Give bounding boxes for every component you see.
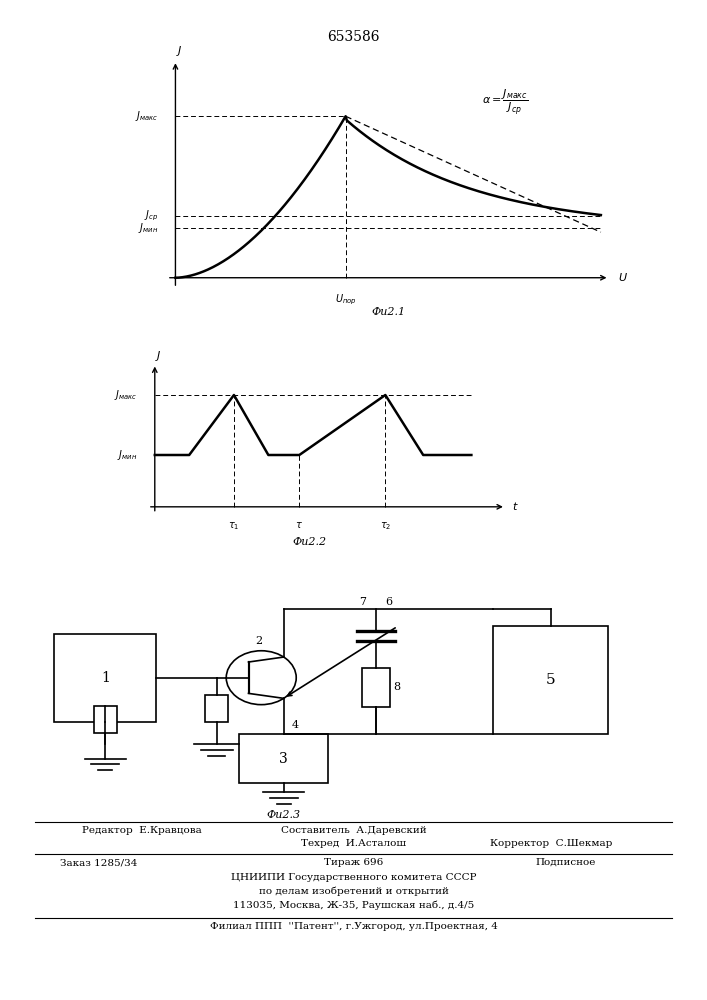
Text: Филиал ППП  ''Патент'', г.Ужгород, ул.Проектная, 4: Филиал ППП ''Патент'', г.Ужгород, ул.Про… — [209, 922, 498, 931]
Text: U: U — [618, 273, 626, 283]
Text: Фu2.1: Фu2.1 — [371, 307, 405, 317]
Text: ЦНИИПИ Государственного комитета СССР: ЦНИИПИ Государственного комитета СССР — [230, 873, 477, 882]
Text: Корректор  С.Шекмар: Корректор С.Шекмар — [490, 839, 613, 848]
Text: Фu2.2: Фu2.2 — [293, 537, 327, 547]
Text: $J_{макс}$: $J_{макс}$ — [114, 388, 138, 402]
Bar — [362, 668, 390, 707]
Text: 1: 1 — [101, 671, 110, 685]
Text: Подписное: Подписное — [535, 858, 596, 867]
Text: 113035, Москва, Ж-35, Раушская наб., д.4/5: 113035, Москва, Ж-35, Раушская наб., д.4… — [233, 901, 474, 910]
Text: t: t — [513, 502, 517, 512]
Text: $U_{пор}$: $U_{пор}$ — [334, 292, 356, 307]
Bar — [94, 706, 117, 733]
Text: Редактор  Е.Кравцова: Редактор Е.Кравцова — [81, 826, 201, 835]
Text: $J_{ср}$: $J_{ср}$ — [144, 208, 158, 223]
Text: Техред  И.Асталош: Техред И.Асталош — [301, 839, 406, 848]
Text: 8: 8 — [394, 682, 401, 692]
Bar — [493, 626, 608, 734]
Text: $\tau_2$: $\tau_2$ — [380, 520, 391, 532]
Text: $J_{мин}$: $J_{мин}$ — [117, 448, 138, 462]
Text: 2: 2 — [255, 636, 262, 646]
Text: 3: 3 — [279, 752, 288, 766]
Text: $J_{макс}$: $J_{макс}$ — [135, 109, 158, 123]
Text: Составитель  А.Даревский: Составитель А.Даревский — [281, 826, 426, 835]
Bar — [205, 695, 228, 722]
Text: 5: 5 — [546, 673, 556, 687]
Text: 6: 6 — [385, 597, 392, 607]
Text: 653586: 653586 — [327, 30, 380, 44]
Text: Заказ 1285/34: Заказ 1285/34 — [60, 858, 138, 867]
Text: $J_{мин}$: $J_{мин}$ — [138, 221, 158, 235]
Text: J: J — [178, 46, 181, 56]
Text: $\tau_1$: $\tau_1$ — [228, 520, 240, 532]
Text: Тираж 696: Тираж 696 — [324, 858, 383, 867]
Text: $\tau$: $\tau$ — [296, 520, 303, 530]
Text: Фu2.3: Фu2.3 — [267, 810, 300, 820]
Text: 4: 4 — [291, 720, 298, 730]
Text: по делам изобретений и открытий: по делам изобретений и открытий — [259, 887, 448, 896]
Text: 7: 7 — [359, 597, 366, 607]
Bar — [239, 734, 328, 783]
Bar — [54, 634, 156, 722]
Text: $\alpha = \dfrac{J_{макс}}{J_{ср}}$: $\alpha = \dfrac{J_{макс}}{J_{ср}}$ — [481, 87, 528, 117]
Text: J: J — [157, 351, 160, 361]
